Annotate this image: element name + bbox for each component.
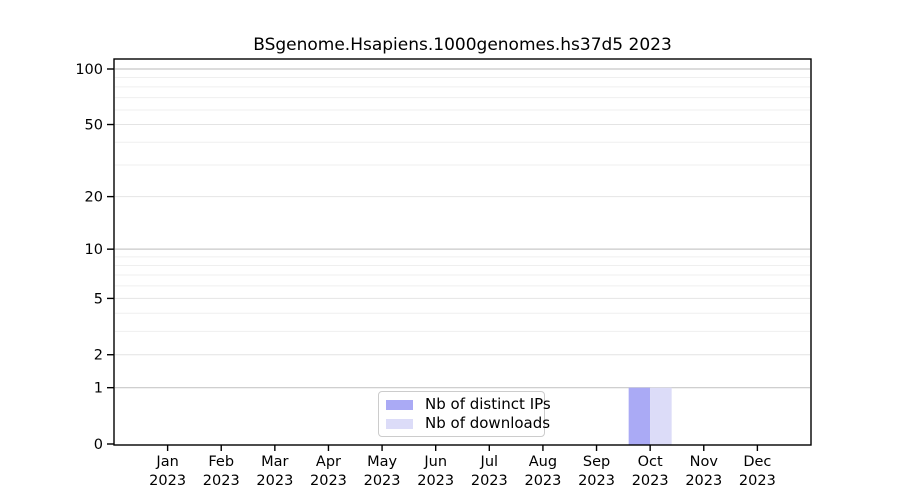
bar-distinct-ips-oct: [628, 387, 651, 445]
x-tick-label-month: Nov: [690, 454, 719, 470]
x-tick-label-month: Aug: [529, 454, 557, 470]
legend-item-downloads: Nb of downloads: [386, 414, 550, 433]
legend-item-distinct-ips: Nb of distinct IPs: [386, 395, 551, 414]
y-tick-label: 0: [94, 437, 103, 453]
x-tick-label-month: May: [367, 454, 397, 470]
x-tick-label-year: 2023: [256, 473, 293, 489]
y-tick-label: 10: [85, 242, 103, 258]
x-tick-label-month: Dec: [743, 454, 771, 470]
y-tick-label: 1: [94, 381, 103, 397]
x-tick-label-month: Mar: [261, 454, 288, 470]
x-tick-label-month: Feb: [208, 454, 234, 470]
x-tick-label-year: 2023: [578, 473, 615, 489]
x-tick-label-year: 2023: [739, 473, 776, 489]
x-tick-label-year: 2023: [417, 473, 454, 489]
x-tick-label-year: 2023: [203, 473, 240, 489]
plot-border: [113, 58, 812, 446]
y-tick-label: 50: [85, 118, 103, 134]
x-tick-label-year: 2023: [632, 473, 669, 489]
y-tick-label: 5: [94, 291, 103, 307]
y-tick-label: 20: [85, 190, 103, 206]
chart-title: BSgenome.Hsapiens.1000genomes.hs37d5 202…: [253, 35, 672, 55]
x-tick-label-year: 2023: [471, 473, 508, 489]
x-tick-label-year: 2023: [685, 473, 722, 489]
x-tick-label-month: Jul: [480, 454, 499, 470]
y-tick-label: 2: [94, 348, 103, 364]
legend-swatch-distinct-ips: [386, 399, 413, 410]
x-tick-label-month: Sep: [583, 454, 610, 470]
x-tick-label-month: Oct: [638, 454, 663, 470]
x-tick-label-year: 2023: [364, 473, 401, 489]
x-tick-label-month: Apr: [316, 454, 341, 470]
x-tick-label-month: Jan: [155, 454, 178, 470]
x-tick-label-month: Jun: [423, 454, 447, 470]
x-tick-label-year: 2023: [149, 473, 186, 489]
legend-label-distinct-ips: Nb of distinct IPs: [425, 395, 551, 413]
x-tick-label-year: 2023: [524, 473, 561, 489]
y-tick-label: 100: [75, 62, 103, 78]
legend-swatch-downloads: [386, 418, 413, 429]
legend: Nb of distinct IPs Nb of downloads: [378, 391, 551, 437]
x-tick-label-year: 2023: [310, 473, 347, 489]
bar-downloads-oct: [650, 387, 672, 445]
legend-label-downloads: Nb of downloads: [425, 414, 551, 432]
